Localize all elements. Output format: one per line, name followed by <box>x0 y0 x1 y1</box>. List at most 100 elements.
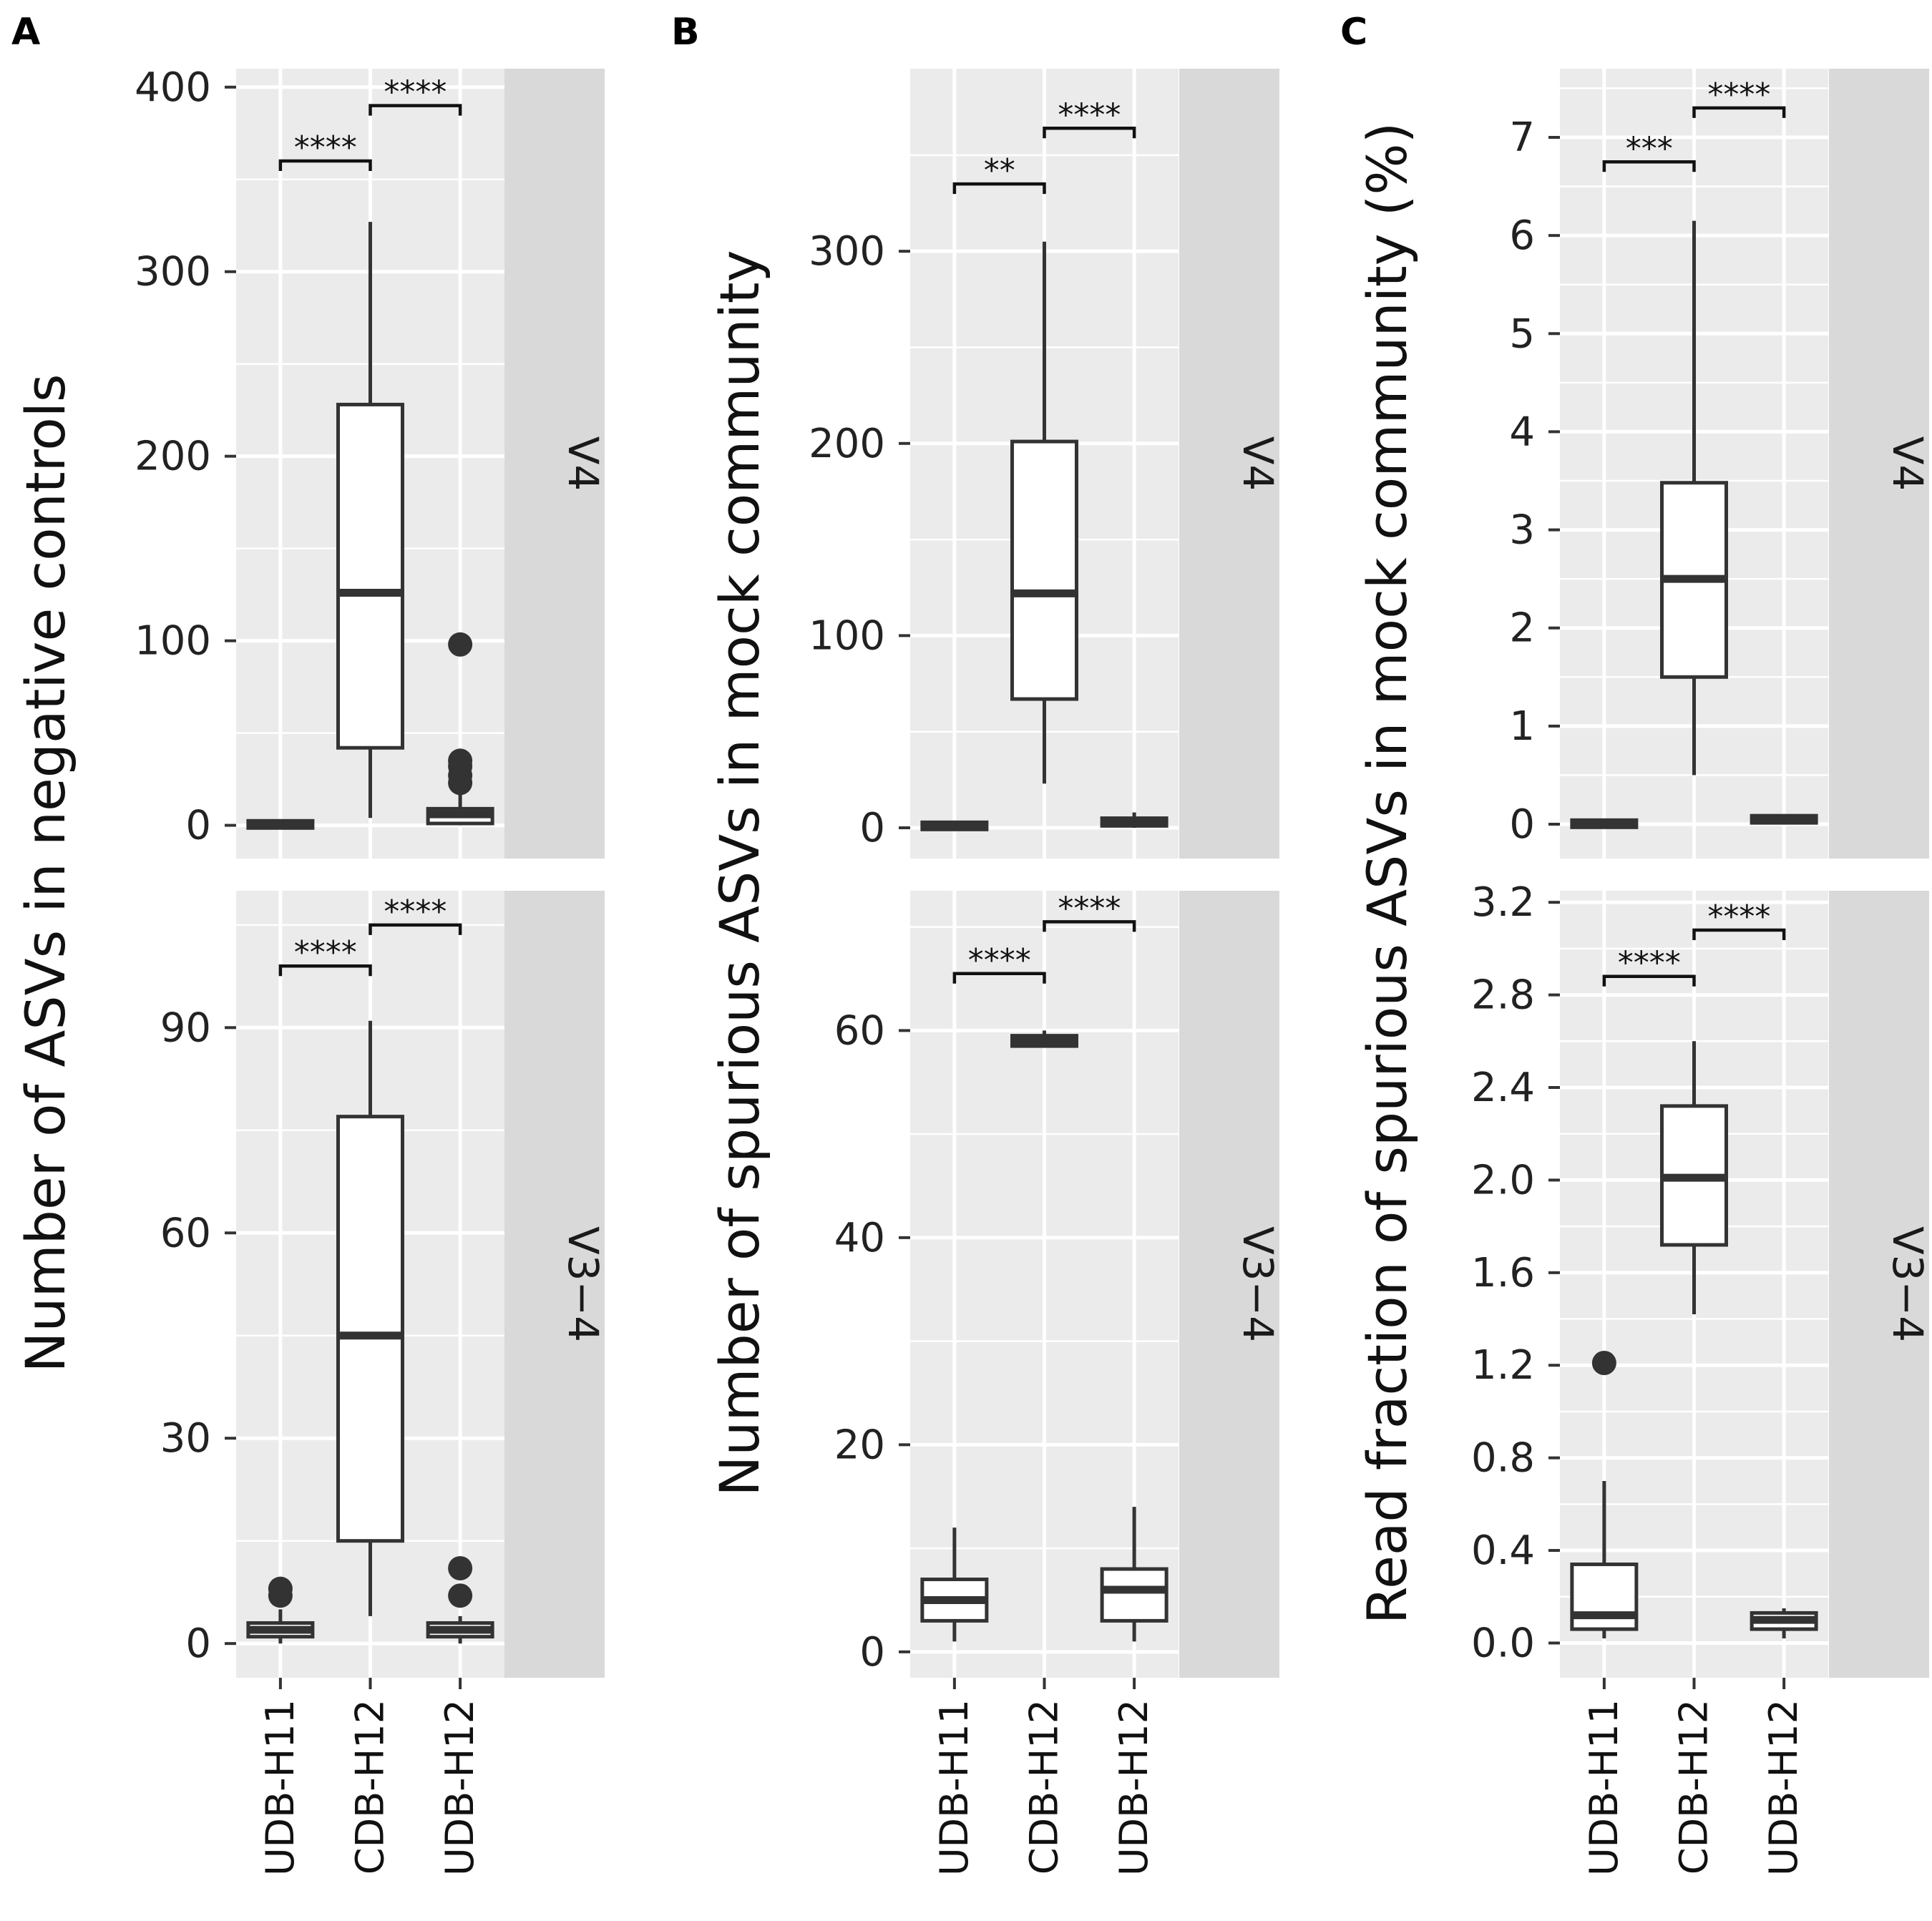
y-tick-label: 1 <box>1509 703 1535 750</box>
box-cdb-h12 <box>1010 1030 1078 1048</box>
box-cdb-h12 <box>1660 1041 1728 1315</box>
significance-bracket: *** <box>1602 130 1696 172</box>
significance-label: **** <box>384 74 447 111</box>
facet-strip <box>504 69 605 859</box>
significance-label: **** <box>294 129 357 166</box>
y-axis-title: Read fraction of spurious ASVs in mock c… <box>1355 122 1419 1625</box>
significance-label: **** <box>294 934 357 971</box>
significance-label: **** <box>1707 77 1770 113</box>
box-udb-h12 <box>1100 812 1169 828</box>
facet-strip-label: V3−4 <box>1234 1226 1282 1342</box>
y-tick-label: 2.8 <box>1471 972 1535 1019</box>
bracket-line <box>369 104 462 116</box>
box-iqr <box>1570 1562 1639 1631</box>
outlier-point <box>448 748 473 773</box>
y-tick-label: 0 <box>1509 801 1535 848</box>
y-tick-label: 60 <box>160 1210 211 1256</box>
facet-strip-label: V3−4 <box>559 1226 608 1342</box>
facet-strip <box>1829 69 1929 859</box>
y-tick-label: 200 <box>809 421 885 467</box>
significance-label: **** <box>1058 97 1121 133</box>
y-axis-title: Number of spurious ASVs in mock communit… <box>708 250 771 1496</box>
bracket-line <box>278 964 372 977</box>
facet-strip <box>1829 891 1929 1678</box>
y-tick-label: 1.6 <box>1471 1250 1535 1296</box>
y-tick-label: 2.0 <box>1471 1157 1535 1203</box>
box-udb-h12 <box>426 632 494 826</box>
box-udb-h11 <box>920 820 989 831</box>
significance-bracket: **** <box>1692 77 1786 118</box>
x-tick-label: CDB-H12 <box>1672 1699 1717 1874</box>
box-cdb-h12 <box>336 1020 404 1616</box>
panel-b: B Number of spurious ASVs in mock communi… <box>671 11 1282 1876</box>
significance-bracket: **** <box>278 934 372 977</box>
y-tick-label: 6 <box>1509 212 1535 259</box>
facet-v3-4: V3−4 0 30 60 90 **** **** <box>160 891 608 1678</box>
y-tick-label: 90 <box>160 1005 211 1051</box>
y-axis-title: Number of ASVs in negative controls <box>14 374 77 1373</box>
outlier-point <box>268 1576 293 1601</box>
box-udb-h12 <box>1750 1608 1818 1638</box>
y-tick-label: 4 <box>1509 409 1535 455</box>
panel-letter: A <box>11 11 40 54</box>
x-tick-label: CDB-H12 <box>1022 1699 1067 1874</box>
facet-strip <box>1179 891 1279 1678</box>
significance-bracket: **** <box>952 942 1046 984</box>
box-udb-h12 <box>426 1555 494 1644</box>
outlier-point <box>448 1555 473 1580</box>
box-cdb-h12 <box>1660 220 1728 776</box>
bracket-line <box>1043 920 1136 932</box>
y-tick-label: 1.2 <box>1471 1342 1535 1389</box>
significance-label: **** <box>1618 945 1681 982</box>
y-tick-label: 0 <box>185 803 211 849</box>
outlier-point <box>1591 1351 1616 1375</box>
y-tick-label: 40 <box>834 1215 885 1261</box>
box-iqr <box>336 1115 404 1543</box>
bracket-line <box>1602 974 1696 987</box>
x-tick-label: CDB-H12 <box>348 1699 393 1874</box>
significance-bracket: **** <box>278 129 372 171</box>
bracket-line <box>1692 928 1786 940</box>
y-tick-label: 2 <box>1509 605 1535 652</box>
y-tick-label: 30 <box>160 1415 211 1462</box>
y-tick-label: 0.4 <box>1471 1527 1535 1574</box>
box-udb-h12 <box>1750 813 1818 825</box>
box-iqr <box>1010 439 1078 701</box>
y-tick-label: 0 <box>859 1629 885 1676</box>
outlier-point <box>448 1583 473 1608</box>
box-udb-h12 <box>1100 1507 1169 1642</box>
facet-strip-label: V4 <box>1883 436 1932 492</box>
y-tick-label: 400 <box>135 64 211 111</box>
x-tick-label: UDB-H12 <box>437 1699 482 1876</box>
significance-bracket: **** <box>369 74 462 116</box>
x-tick-label: UDB-H11 <box>1581 1699 1626 1876</box>
bracket-line <box>1602 160 1696 172</box>
significance-label: **** <box>384 894 447 930</box>
bracket-line <box>1043 127 1136 139</box>
significance-bracket: **** <box>1043 97 1136 139</box>
box-iqr <box>336 402 404 750</box>
box-udb-h11 <box>1570 818 1639 829</box>
y-tick-label: 100 <box>809 612 885 659</box>
panel-c: C Read fraction of spurious ASVs in mock … <box>1340 11 1932 1876</box>
significance-label: *** <box>1626 130 1673 167</box>
box-iqr <box>1100 1567 1169 1623</box>
significance-label: **** <box>968 942 1031 979</box>
facet-strip <box>1179 69 1279 859</box>
y-tick-label: 100 <box>135 618 211 665</box>
y-tick-label: 300 <box>809 228 885 275</box>
significance-bracket: **** <box>1692 899 1786 940</box>
y-tick-label: 0.8 <box>1471 1435 1535 1482</box>
box-cdb-h12 <box>1010 241 1078 784</box>
y-tick-label: 3 <box>1509 507 1535 554</box>
bracket-line <box>952 972 1046 984</box>
box-cdb-h12 <box>336 222 404 818</box>
y-tick-label: 0 <box>859 805 885 851</box>
bracket-line <box>369 923 462 935</box>
significance-bracket: ** <box>952 152 1046 195</box>
bracket-line <box>1692 106 1786 118</box>
y-tick-label: 5 <box>1509 311 1535 357</box>
